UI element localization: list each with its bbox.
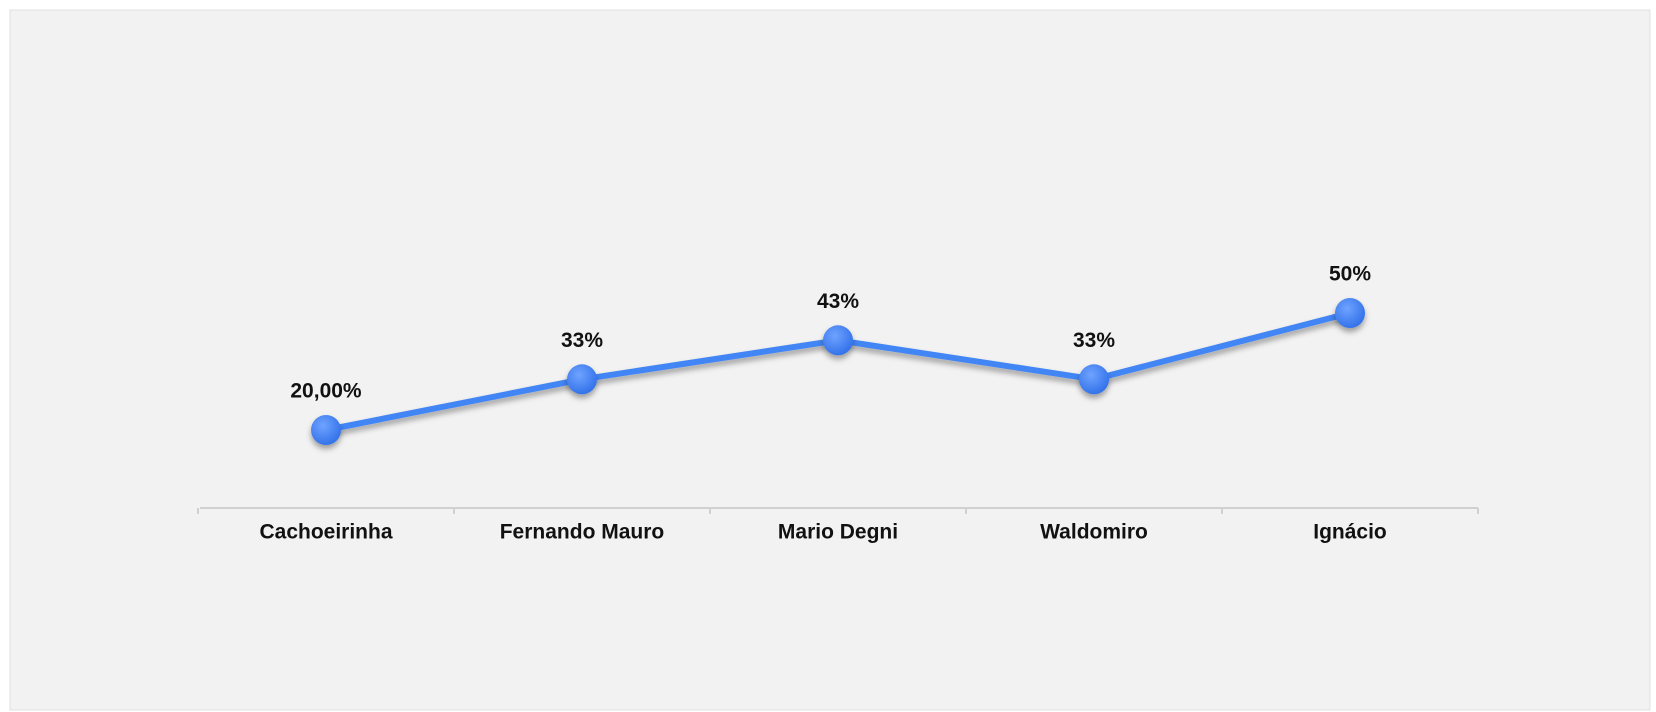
data-label: 50%	[1329, 263, 1371, 286]
x-tick-label: Mario Degni	[778, 521, 898, 544]
plot-background	[9, 9, 1651, 711]
data-label: 20,00%	[290, 380, 362, 403]
data-label: 33%	[561, 329, 603, 352]
data-label: 33%	[1073, 329, 1115, 352]
data-label: 43%	[817, 290, 859, 313]
marker	[1335, 298, 1365, 328]
x-tick-label: Cachoeirinha	[259, 521, 392, 544]
marker	[1079, 364, 1109, 395]
marker	[311, 415, 341, 445]
x-tick-label: Waldomiro	[1040, 521, 1148, 544]
marker	[823, 325, 853, 356]
marker	[567, 364, 597, 395]
x-tick-label: Ignácio	[1313, 521, 1387, 544]
x-tick-label: Fernando Mauro	[500, 521, 665, 544]
